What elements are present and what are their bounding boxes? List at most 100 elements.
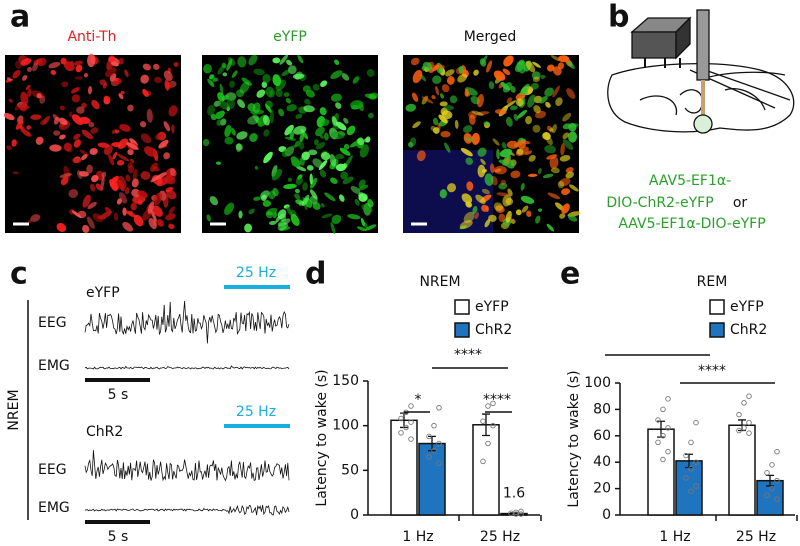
cell (12, 171, 19, 175)
cell (466, 181, 474, 191)
cell (357, 137, 365, 146)
cell (153, 63, 160, 70)
cell (281, 69, 291, 77)
cell (557, 180, 565, 189)
panel-label: d (305, 257, 326, 292)
group-label: eYFP (86, 285, 120, 301)
cell (484, 219, 491, 228)
cell (460, 148, 473, 157)
cell (12, 69, 21, 79)
cell (342, 176, 354, 185)
cell (256, 89, 266, 98)
cell (286, 104, 297, 112)
cell (485, 205, 489, 212)
cell (130, 158, 135, 163)
cell (166, 189, 177, 200)
legend-label: eYFP (730, 299, 764, 315)
cell (542, 173, 554, 179)
cell (473, 69, 479, 76)
cell (500, 82, 511, 91)
cell (431, 95, 436, 100)
cell (310, 177, 318, 189)
cell (216, 119, 222, 126)
cell (405, 103, 417, 112)
cell (287, 177, 292, 182)
data-point (764, 470, 770, 476)
cell (514, 60, 526, 72)
cell (52, 114, 59, 121)
cell (312, 202, 321, 210)
data-point (403, 424, 409, 431)
emg-trace (84, 504, 290, 516)
cell (334, 59, 340, 65)
cell (312, 158, 323, 168)
cell (532, 76, 540, 83)
cell (350, 185, 361, 194)
cell (91, 174, 99, 183)
cell (265, 100, 273, 109)
data-point (490, 400, 496, 407)
cell (82, 224, 90, 234)
cell (557, 55, 570, 63)
cell (299, 132, 305, 143)
panel-label: e (560, 257, 580, 292)
cell (71, 87, 80, 94)
cell (20, 91, 29, 105)
cell (127, 104, 134, 112)
cell (269, 220, 277, 226)
cell (411, 92, 419, 102)
cell (252, 102, 261, 114)
cell (110, 61, 119, 67)
cell (118, 58, 124, 65)
cell (88, 121, 95, 128)
cell (161, 175, 173, 184)
chart-title: REM (697, 274, 728, 290)
cell (500, 179, 507, 186)
cell (566, 88, 576, 99)
cell (261, 81, 268, 89)
cell (525, 115, 532, 125)
cell (286, 205, 293, 216)
cell (269, 109, 274, 124)
cell (69, 208, 75, 215)
cell (221, 62, 227, 69)
data-point (431, 447, 437, 454)
cell (278, 108, 285, 117)
cell (215, 161, 221, 165)
cell (350, 100, 364, 110)
cell (294, 188, 300, 194)
cell (116, 160, 125, 166)
cell (116, 198, 122, 205)
cell (165, 213, 176, 221)
virus-text: AAV5-EF1α- (649, 173, 731, 189)
cell (117, 179, 125, 192)
cell (483, 121, 490, 126)
y-tick-label: 40 (593, 454, 611, 470)
cell (139, 121, 147, 128)
cell (164, 79, 170, 91)
cell (235, 143, 242, 153)
cell (295, 177, 303, 185)
cell (309, 189, 318, 200)
bar (472, 424, 500, 516)
cell (142, 63, 151, 71)
cell (144, 146, 157, 157)
cell (158, 139, 169, 149)
y-axis-label: Latency to wake (s) (566, 370, 582, 507)
cell (516, 148, 524, 155)
cell (119, 124, 131, 132)
cell (412, 121, 421, 129)
y-tick-label: 20 (593, 481, 611, 497)
cell (73, 133, 81, 140)
cell (63, 142, 72, 152)
cell (15, 60, 22, 69)
cell (221, 94, 229, 101)
cell (6, 77, 12, 81)
data-point (693, 419, 699, 426)
data-point (764, 492, 770, 498)
y-tick-label: 100 (332, 418, 359, 434)
cell (279, 54, 289, 65)
cell (299, 157, 305, 166)
data-point (436, 405, 442, 411)
